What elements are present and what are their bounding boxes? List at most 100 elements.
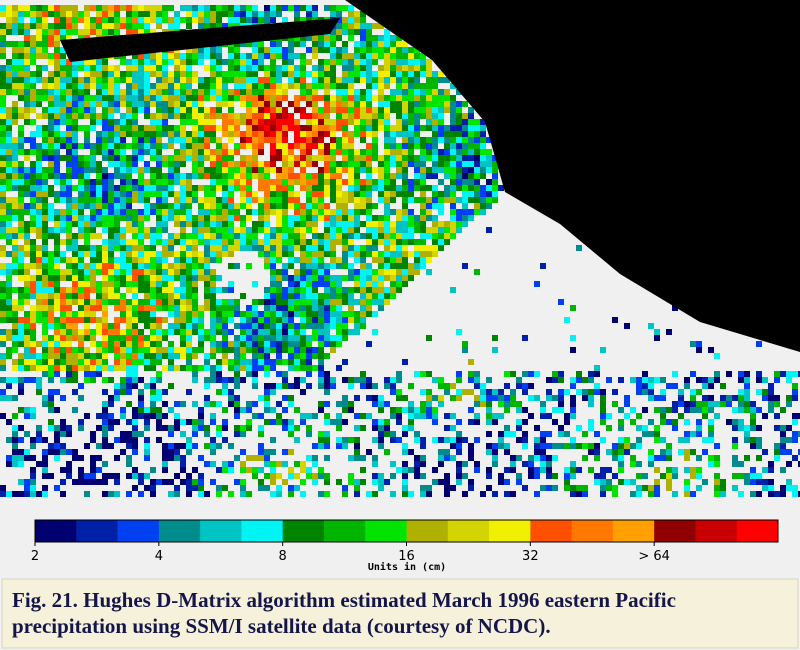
precip-cell bbox=[360, 47, 366, 53]
precip-cell bbox=[390, 35, 396, 41]
precip-cell bbox=[732, 455, 738, 461]
precip-cell bbox=[132, 299, 138, 305]
precip-cell bbox=[654, 425, 660, 431]
precip-cell bbox=[144, 83, 150, 89]
precip-cell bbox=[348, 23, 354, 29]
precip-cell bbox=[270, 197, 276, 203]
precip-cell bbox=[102, 95, 108, 101]
precip-cell bbox=[24, 311, 30, 317]
precip-cell bbox=[204, 377, 210, 383]
precip-cell bbox=[240, 293, 246, 299]
precip-cell bbox=[54, 179, 60, 185]
precip-cell bbox=[282, 293, 288, 299]
precip-cell bbox=[684, 437, 690, 443]
precip-cell bbox=[174, 329, 180, 335]
precip-cell bbox=[114, 233, 120, 239]
precip-cell bbox=[72, 197, 78, 203]
precip-cell bbox=[54, 275, 60, 281]
precip-cell bbox=[330, 35, 336, 41]
precip-cell bbox=[264, 5, 270, 11]
precip-cell bbox=[60, 17, 66, 23]
precip-cell bbox=[24, 317, 30, 323]
precip-cell bbox=[72, 23, 78, 29]
precip-cell bbox=[192, 443, 198, 449]
precip-cell bbox=[66, 293, 72, 299]
precip-cell bbox=[216, 431, 222, 437]
precip-cell bbox=[48, 23, 54, 29]
precip-cell bbox=[156, 161, 162, 167]
precip-cell bbox=[12, 47, 18, 53]
precip-cell bbox=[162, 281, 168, 287]
precip-cell bbox=[234, 305, 240, 311]
precip-cell bbox=[336, 17, 342, 23]
precip-cell bbox=[366, 287, 372, 293]
precip-cell bbox=[492, 155, 498, 161]
precip-cell bbox=[624, 437, 630, 443]
precip-cell bbox=[120, 209, 126, 215]
precip-cell bbox=[30, 137, 36, 143]
precip-cell bbox=[402, 47, 408, 53]
precip-cell bbox=[24, 137, 30, 143]
precip-cell bbox=[372, 131, 378, 137]
precip-cell bbox=[6, 125, 12, 131]
precip-cell bbox=[60, 113, 66, 119]
precip-cell bbox=[120, 239, 126, 245]
precip-cell bbox=[132, 443, 138, 449]
precip-cell bbox=[762, 395, 768, 401]
precip-cell bbox=[546, 395, 552, 401]
precip-cell bbox=[348, 287, 354, 293]
precip-cell bbox=[168, 443, 174, 449]
precip-cell bbox=[282, 233, 288, 239]
precip-cell bbox=[144, 143, 150, 149]
precip-cell bbox=[264, 305, 270, 311]
precip-cell bbox=[72, 377, 78, 383]
precip-cell bbox=[492, 455, 498, 461]
precip-cell bbox=[432, 191, 438, 197]
precip-cell bbox=[306, 251, 312, 257]
precip-cell bbox=[570, 401, 576, 407]
precip-cell bbox=[252, 5, 258, 11]
precip-cell bbox=[450, 83, 456, 89]
precip-cell bbox=[114, 155, 120, 161]
precip-cell bbox=[420, 113, 426, 119]
precip-cell bbox=[234, 23, 240, 29]
precip-cell bbox=[252, 17, 258, 23]
precip-cell bbox=[354, 179, 360, 185]
precip-cell bbox=[162, 185, 168, 191]
precip-cell bbox=[42, 89, 48, 95]
precip-cell bbox=[348, 251, 354, 257]
precip-cell bbox=[270, 335, 276, 341]
precip-cell bbox=[258, 203, 264, 209]
precip-cell bbox=[726, 371, 732, 377]
precip-cell bbox=[198, 425, 204, 431]
precip-cell bbox=[492, 395, 498, 401]
precip-cell bbox=[228, 377, 234, 383]
precip-cell bbox=[186, 311, 192, 317]
precip-cell bbox=[162, 209, 168, 215]
precip-cell bbox=[96, 185, 102, 191]
precip-cell bbox=[390, 161, 396, 167]
precip-cell bbox=[90, 263, 96, 269]
precip-cell bbox=[144, 293, 150, 299]
precip-cell bbox=[48, 143, 54, 149]
precip-cell bbox=[210, 443, 216, 449]
precip-cell bbox=[48, 125, 54, 131]
precip-cell bbox=[324, 215, 330, 221]
precip-cell bbox=[438, 179, 444, 185]
precip-cell bbox=[126, 365, 132, 371]
precip-cell bbox=[306, 35, 312, 41]
precip-cell bbox=[426, 77, 432, 83]
precip-cell bbox=[342, 89, 348, 95]
precip-cell bbox=[210, 215, 216, 221]
precip-cell bbox=[36, 281, 42, 287]
precip-cell bbox=[222, 23, 228, 29]
precip-cell bbox=[288, 329, 294, 335]
precip-cell bbox=[342, 77, 348, 83]
precip-cell bbox=[660, 395, 666, 401]
precip-cell bbox=[300, 71, 306, 77]
precip-cell bbox=[468, 149, 474, 155]
precip-cell bbox=[288, 125, 294, 131]
precip-cell bbox=[420, 191, 426, 197]
precip-cell bbox=[66, 65, 72, 71]
precip-cell bbox=[306, 95, 312, 101]
